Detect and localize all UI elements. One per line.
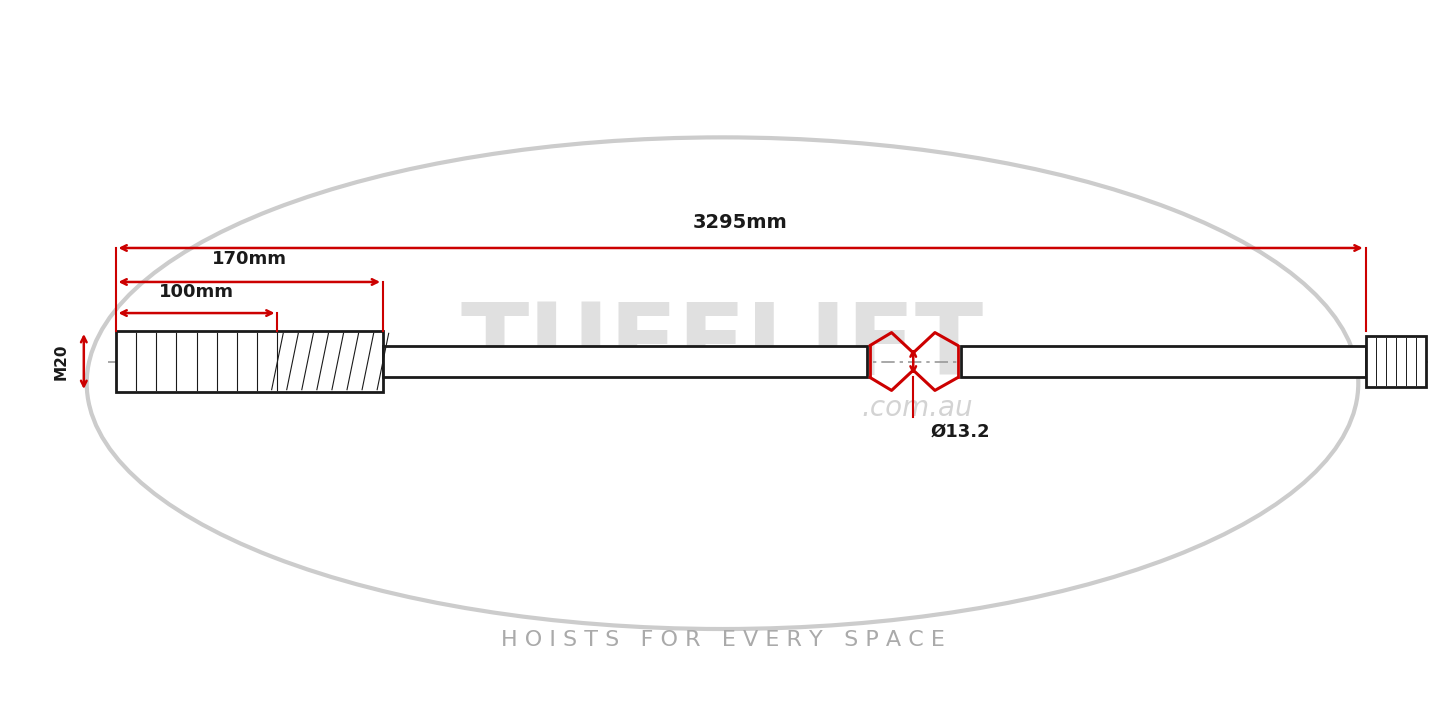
Text: M20: M20 (53, 343, 68, 380)
Text: H O I S T S   F O R   E V E R Y   S P A C E: H O I S T S F O R E V E R Y S P A C E (500, 630, 945, 650)
Bar (1366, 336, 1426, 387)
Text: TUFFLIFT: TUFFLIFT (461, 299, 984, 395)
Text: Ø13.2: Ø13.2 (931, 423, 990, 441)
Text: 170mm: 170mm (212, 249, 286, 268)
Text: 100mm: 100mm (159, 283, 234, 301)
Bar (383, 346, 867, 377)
Text: 3295mm: 3295mm (694, 213, 788, 232)
Bar (116, 331, 383, 392)
Bar (961, 346, 1366, 377)
Text: .com.au: .com.au (861, 395, 974, 422)
